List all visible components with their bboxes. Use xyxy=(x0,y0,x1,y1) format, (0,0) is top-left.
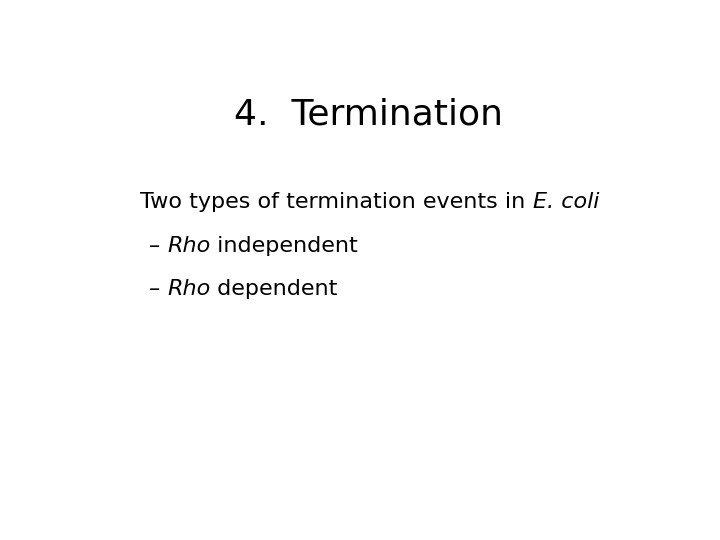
Text: E. coli: E. coli xyxy=(533,192,599,212)
Text: dependent: dependent xyxy=(210,279,338,299)
Text: independent: independent xyxy=(210,235,358,255)
Text: –: – xyxy=(148,279,167,299)
Text: –: – xyxy=(148,235,167,255)
Text: 4.  Termination: 4. Termination xyxy=(235,98,503,132)
Text: Two types of termination events in: Two types of termination events in xyxy=(140,192,533,212)
Text: Rho: Rho xyxy=(167,235,210,255)
Text: Rho: Rho xyxy=(167,279,210,299)
